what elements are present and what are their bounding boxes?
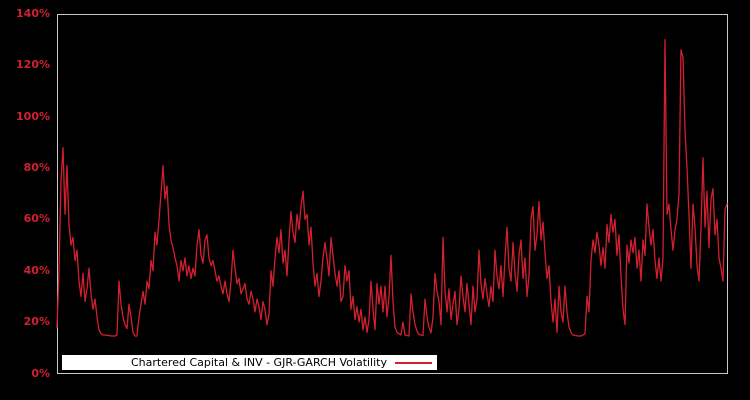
legend-line-sample-icon: [395, 361, 432, 364]
y-axis-tick-label: 0%: [31, 366, 50, 380]
y-axis-tick-label: 60%: [23, 212, 50, 226]
legend-label: Chartered Capital & INV - GJR-GARCH Vola…: [130, 356, 387, 369]
y-axis-tick-label: 120%: [16, 58, 50, 72]
plot-area: [57, 14, 728, 374]
legend: Chartered Capital & INV - GJR-GARCH Vola…: [62, 355, 437, 370]
y-axis-tick-label: 100%: [16, 109, 50, 123]
y-axis-tick-label: 140%: [16, 7, 50, 20]
y-axis-tick-label: 40%: [23, 263, 50, 277]
y-axis-tick-label: 20%: [23, 315, 50, 329]
y-axis-tick-label: 80%: [23, 161, 50, 175]
